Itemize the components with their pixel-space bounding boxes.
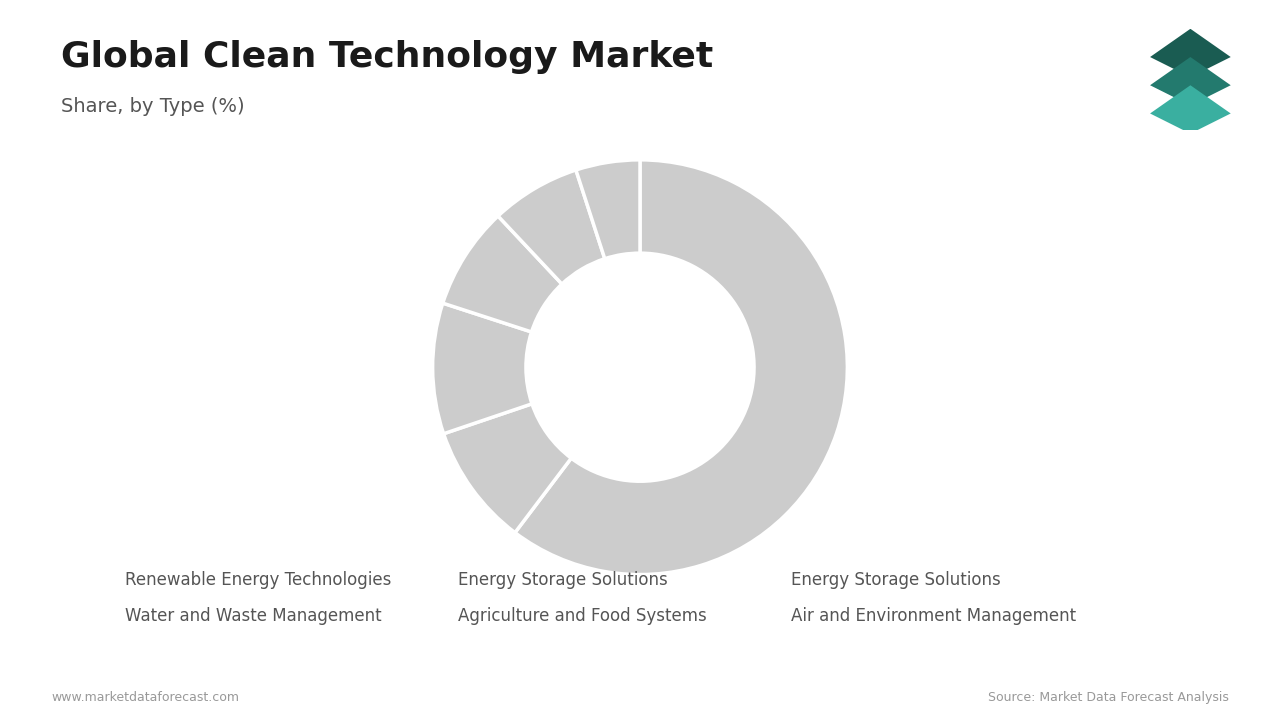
Text: Renewable Energy Technologies: Renewable Energy Technologies xyxy=(125,570,392,589)
Text: Energy Storage Solutions: Energy Storage Solutions xyxy=(791,570,1001,589)
Wedge shape xyxy=(576,160,640,258)
Text: Source: Market Data Forecast Analysis: Source: Market Data Forecast Analysis xyxy=(988,691,1229,704)
Wedge shape xyxy=(443,216,562,332)
Wedge shape xyxy=(444,404,571,533)
Text: Share, by Type (%): Share, by Type (%) xyxy=(61,97,244,116)
Polygon shape xyxy=(1149,85,1231,134)
Polygon shape xyxy=(1149,29,1231,77)
Wedge shape xyxy=(515,160,847,575)
Text: www.marketdataforecast.com: www.marketdataforecast.com xyxy=(51,691,239,704)
Text: Air and Environment Management: Air and Environment Management xyxy=(791,606,1076,624)
Text: Water and Waste Management: Water and Waste Management xyxy=(125,606,381,624)
Wedge shape xyxy=(433,303,532,433)
Wedge shape xyxy=(498,170,604,284)
Polygon shape xyxy=(1149,57,1231,105)
Text: Energy Storage Solutions: Energy Storage Solutions xyxy=(458,570,668,589)
Text: Global Clean Technology Market: Global Clean Technology Market xyxy=(61,40,714,73)
Text: Agriculture and Food Systems: Agriculture and Food Systems xyxy=(458,606,707,624)
